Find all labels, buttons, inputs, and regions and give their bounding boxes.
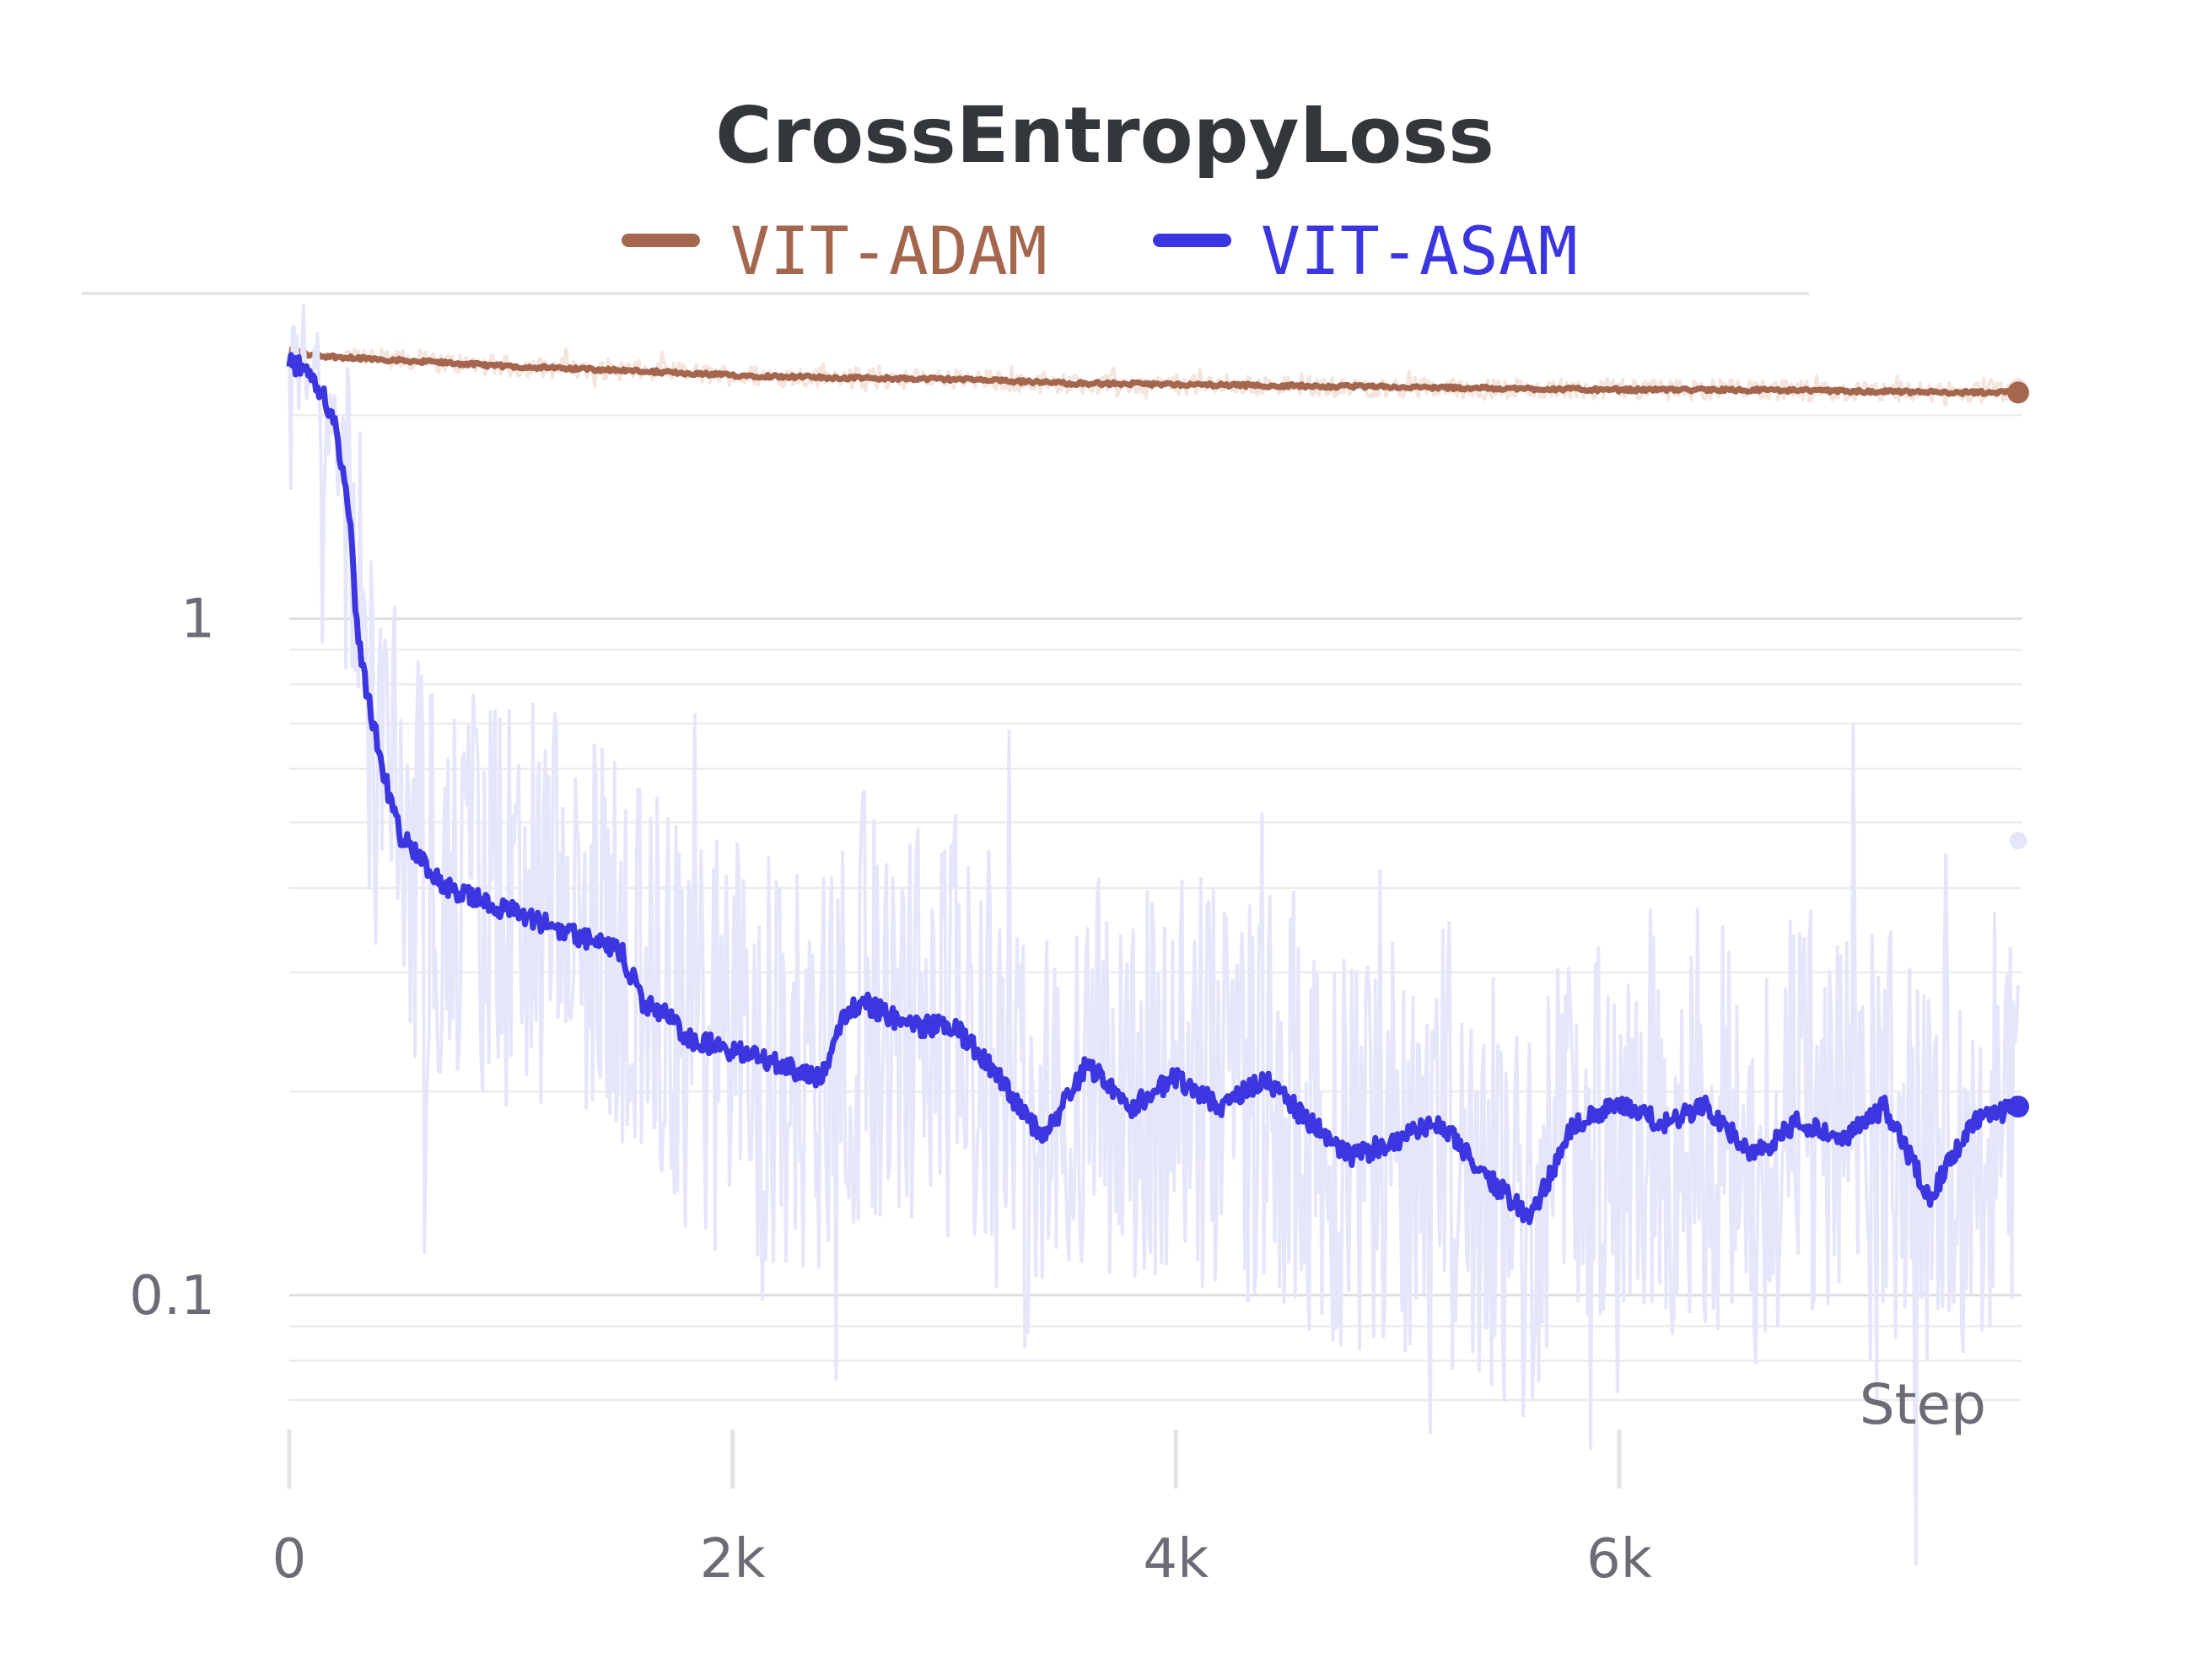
smoothed-line-vit-asam [286,352,2022,1225]
legend-item-vit-asam[interactable]: VIT-ASAM [1153,214,1578,290]
x-tick-labels: 0 2k 4k 6k [272,1528,1652,1591]
x-tick-label: 2k [700,1528,766,1591]
y-tick-labels: 10.1 [129,589,215,1327]
series-vit-adam [288,346,2029,407]
y-tick-label: 1 [180,589,215,651]
x-tick-label: 4k [1143,1528,1209,1591]
legend-label-vit-asam: VIT-ASAM [1261,214,1578,290]
raw-end-point-vit-asam[interactable] [2009,832,2027,850]
x-gridlines [287,1430,1622,1489]
chart-title: CrossEntropyLoss [715,90,1494,180]
end-point-vit-adam[interactable] [2007,381,2029,404]
x-tick-label: 6k [1586,1528,1652,1591]
legend-item-vit-adam[interactable]: VIT-ADAM [622,214,1047,290]
raw-line-vit-asam [288,304,2020,1566]
smoothed-line-vit-adam [288,346,2020,397]
x-axis-label: Step [1860,1372,1986,1437]
raw-line-vit-adam [288,346,2020,407]
series-layer [286,304,2029,1566]
end-point-vit-asam[interactable] [2007,1096,2029,1118]
y-tick-label: 0.1 [129,1265,215,1327]
x-tick-label: 0 [272,1528,307,1591]
series-vit-asam [286,304,2029,1566]
legend: VIT-ADAM VIT-ASAM [622,214,1578,290]
legend-label-vit-adam: VIT-ADAM [730,214,1047,290]
